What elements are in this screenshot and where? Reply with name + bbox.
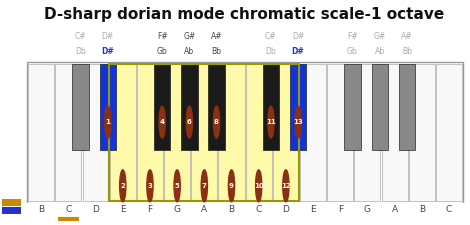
Text: 7: 7: [202, 183, 207, 189]
Text: D#: D#: [292, 47, 305, 56]
Bar: [246, 63, 272, 201]
Circle shape: [186, 106, 193, 138]
Bar: [409, 63, 435, 201]
Text: Ab: Ab: [375, 47, 385, 56]
Text: D#: D#: [102, 32, 114, 41]
Text: 3: 3: [148, 183, 152, 189]
Bar: [154, 63, 170, 150]
Text: D#: D#: [102, 47, 114, 56]
Bar: [273, 63, 299, 201]
Bar: [83, 63, 109, 201]
Text: A#: A#: [401, 32, 413, 41]
Text: Ab: Ab: [184, 47, 195, 56]
Text: 11: 11: [266, 119, 276, 125]
Text: C: C: [256, 205, 262, 214]
Text: 8: 8: [214, 119, 219, 125]
Text: Gb: Gb: [347, 47, 358, 56]
Circle shape: [159, 106, 165, 138]
Text: basicmusictheory.com: basicmusictheory.com: [8, 77, 13, 139]
Bar: [191, 63, 218, 201]
Text: A: A: [392, 205, 398, 214]
Bar: [399, 63, 415, 150]
Bar: [28, 63, 54, 201]
Text: Bb: Bb: [402, 47, 412, 56]
Text: 10: 10: [254, 183, 264, 189]
Text: A: A: [201, 205, 207, 214]
Text: 5: 5: [175, 183, 180, 189]
Bar: [181, 63, 197, 150]
Bar: [110, 63, 299, 201]
Circle shape: [213, 106, 219, 138]
Text: D: D: [282, 205, 290, 214]
Bar: [55, 63, 81, 201]
Text: 1: 1: [105, 119, 110, 125]
Circle shape: [201, 170, 207, 202]
Text: A#: A#: [211, 32, 222, 41]
Text: C#: C#: [265, 32, 277, 41]
Bar: [290, 63, 306, 150]
Bar: [164, 63, 190, 201]
Text: F: F: [148, 205, 153, 214]
Text: C#: C#: [75, 32, 86, 41]
Text: B: B: [419, 205, 425, 214]
Text: Db: Db: [75, 47, 86, 56]
Bar: [72, 63, 89, 150]
Text: 4: 4: [160, 119, 164, 125]
Bar: [327, 63, 353, 201]
Circle shape: [268, 106, 274, 138]
Text: E: E: [310, 205, 316, 214]
Bar: [436, 63, 462, 201]
Text: G#: G#: [374, 32, 386, 41]
Circle shape: [105, 106, 111, 138]
Bar: [345, 63, 360, 150]
Bar: [137, 63, 163, 201]
Text: F#: F#: [157, 32, 168, 41]
Text: Bb: Bb: [212, 47, 221, 56]
Bar: [219, 63, 244, 201]
Bar: [100, 63, 116, 150]
Text: B: B: [38, 205, 44, 214]
Text: Db: Db: [266, 47, 276, 56]
Bar: [2, 199, 21, 206]
Text: 12: 12: [281, 183, 290, 189]
Text: B: B: [228, 205, 235, 214]
Bar: [110, 63, 136, 201]
Text: 2: 2: [120, 183, 125, 189]
Text: D-sharp dorian mode chromatic scale-1 octave: D-sharp dorian mode chromatic scale-1 oc…: [44, 7, 445, 22]
Text: C: C: [65, 205, 71, 214]
Text: 9: 9: [229, 183, 234, 189]
Text: G: G: [364, 205, 371, 214]
Circle shape: [256, 170, 262, 202]
Circle shape: [174, 170, 180, 202]
Text: F#: F#: [347, 32, 358, 41]
Bar: [382, 63, 407, 201]
Text: E: E: [120, 205, 125, 214]
Text: G#: G#: [183, 32, 196, 41]
Circle shape: [120, 170, 126, 202]
Circle shape: [283, 170, 289, 202]
Circle shape: [147, 170, 153, 202]
Bar: [354, 63, 381, 201]
Text: D: D: [92, 205, 99, 214]
Circle shape: [295, 106, 301, 138]
Text: 6: 6: [187, 119, 192, 125]
Text: D#: D#: [292, 32, 304, 41]
Text: C: C: [446, 205, 452, 214]
Bar: [263, 63, 279, 150]
Text: 13: 13: [293, 119, 303, 125]
Bar: [371, 63, 388, 150]
Bar: [208, 63, 225, 150]
Circle shape: [228, 170, 235, 202]
Bar: [2, 207, 21, 214]
Text: F: F: [337, 205, 343, 214]
Bar: [300, 63, 326, 201]
Text: G: G: [173, 205, 180, 214]
Text: Gb: Gb: [157, 47, 168, 56]
